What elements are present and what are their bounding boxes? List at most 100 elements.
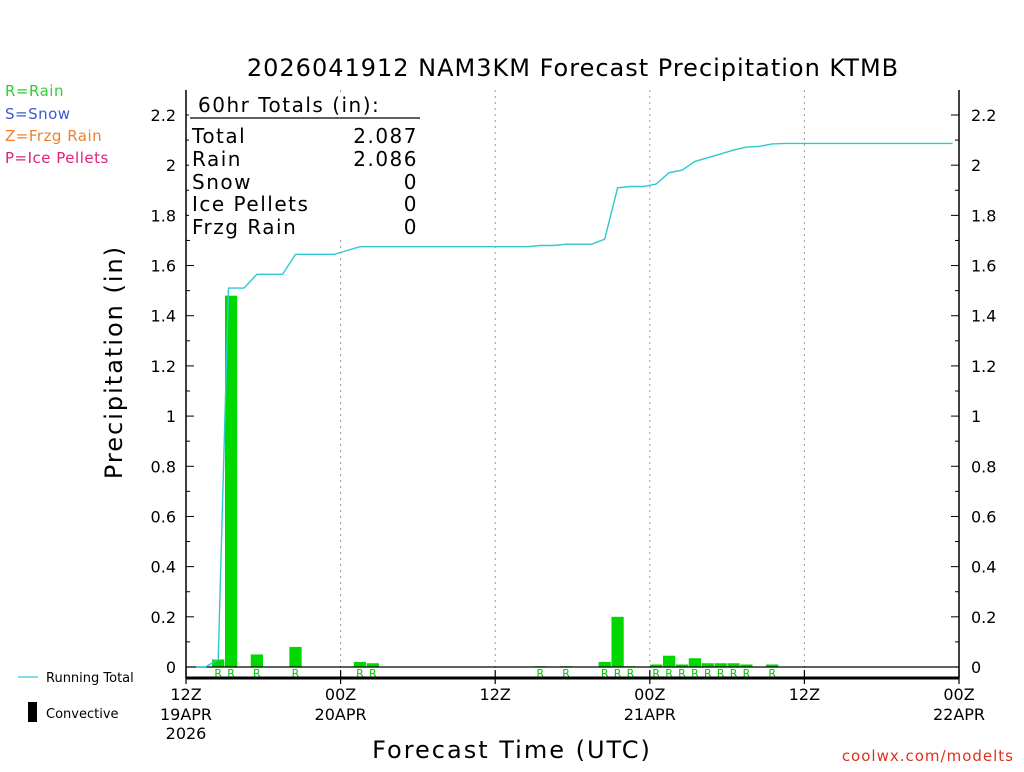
precip-type-mark-hour-42: R xyxy=(717,667,725,680)
precip-bar-hour-33 xyxy=(598,661,611,667)
y-tick-label-left-7: 1.4 xyxy=(151,307,176,326)
y-tick-label-left-8: 1.6 xyxy=(151,257,176,276)
totals-label-ice-pellets: Ice Pellets xyxy=(192,192,309,216)
y-tick-label-left-0: 0 xyxy=(166,658,176,677)
legend-rain: R=Rain xyxy=(5,82,64,100)
precip-type-mark-hour-6: R xyxy=(253,667,261,680)
precip-bar-hour-15 xyxy=(366,663,379,667)
y-tick-label-left-9: 1.8 xyxy=(151,206,176,225)
y-tick-label-right-7: 1.4 xyxy=(971,307,996,326)
y-tick-label-left-2: 0.4 xyxy=(151,558,176,577)
precip-bar-hour-38 xyxy=(663,655,676,667)
totals-box-background xyxy=(189,92,429,238)
y-tick-label-left-6: 1.2 xyxy=(151,357,176,376)
x-tick-time-3: 00Z xyxy=(634,685,665,704)
y-axis-left-ticks: 0 0.2 0.4 0.6 0.8 1 1.2 1.4 1.6 1.8 2 2.2 xyxy=(151,106,194,677)
precip-bar-hour-42 xyxy=(714,663,727,667)
totals-value-total: 2.087 xyxy=(353,124,418,148)
convective-legend-swatch xyxy=(28,702,37,722)
precip-bar-hour-40 xyxy=(688,658,702,667)
totals-value-frzg-rain: 0 xyxy=(404,215,418,239)
precip-type-mark-hour-40: R xyxy=(691,667,699,680)
y-axis-label: Precipitation (in) xyxy=(100,245,128,479)
x-axis-label: Forecast Time (UTC) xyxy=(372,736,652,764)
precip-type-mark-hour-41: R xyxy=(704,667,712,680)
plot-frame xyxy=(185,90,960,680)
precip-type-mark-hour-15: R xyxy=(369,667,377,680)
x-tick-date-1: 20APR xyxy=(315,705,367,724)
precip-type-mark-hour-46: R xyxy=(768,667,776,680)
precip-bar-hour-4 xyxy=(224,295,238,667)
totals-value-snow: 0 xyxy=(404,170,418,194)
legend-ice-pellets: P=Ice Pellets xyxy=(5,149,109,167)
y-tick-label-right-11: 2.2 xyxy=(971,106,996,125)
y-tick-label-right-8: 1.6 xyxy=(971,257,996,276)
y-tick-label-right-5: 1 xyxy=(971,407,981,426)
y-tick-label-left-11: 2.2 xyxy=(151,106,176,125)
x-tick-time-1: 00Z xyxy=(325,685,356,704)
x-tick-date-5: 22APR xyxy=(933,705,985,724)
y-tick-label-right-10: 2 xyxy=(971,156,981,175)
x-tick-time-2: 12Z xyxy=(480,685,511,704)
running-total-series xyxy=(196,142,953,668)
y-tick-label-right-3: 0.6 xyxy=(971,507,996,526)
precip-type-mark-hour-14: R xyxy=(356,667,364,680)
precip-type-mark-hour-9: R xyxy=(292,667,300,680)
y-tick-label-right-4: 0.8 xyxy=(971,457,996,476)
precip-bar-hour-34 xyxy=(611,616,624,667)
totals-value-ice-pellets: 0 xyxy=(404,192,418,216)
totals-header: 60hr Totals (in): xyxy=(198,93,380,117)
convective-legend-label: Convective xyxy=(46,707,119,722)
totals-value-rain: 2.086 xyxy=(353,147,418,171)
precip-bar-hour-39 xyxy=(675,664,689,667)
y-axis-right-ticks: 0 0.2 0.4 0.6 0.8 1 1.2 1.4 1.6 1.8 2 2.2 xyxy=(951,106,996,677)
x-tick-time-4: 12Z xyxy=(789,685,820,704)
series-legend: Running Total Convective xyxy=(18,671,134,722)
x-tick-date-0: 19APR xyxy=(160,705,212,724)
x-tick-date-3: 21APR xyxy=(624,705,676,724)
totals-label-rain: Rain xyxy=(192,147,242,171)
x-tick-time-5: 00Z xyxy=(943,685,974,704)
precip-bar-hour-41 xyxy=(701,663,714,667)
precip-type-mark-hour-3: R xyxy=(214,667,222,680)
precip-type-mark-hour-44: R xyxy=(743,667,751,680)
x-tick-year-0: 2026 xyxy=(166,724,207,743)
y-tick-label-right-2: 0.4 xyxy=(971,558,996,577)
y-tick-label-right-6: 1.2 xyxy=(971,357,996,376)
precip-type-mark-hour-37: R xyxy=(652,667,660,680)
totals-box: 60hr Totals (in): Total 2.087 Rain 2.086… xyxy=(189,92,429,239)
totals-label-frzg-rain: Frzg Rain xyxy=(192,215,297,239)
precip-type-mark-hour-34: R xyxy=(614,667,622,680)
y-tick-label-right-9: 1.8 xyxy=(971,206,996,225)
precip-type-mark-hour-39: R xyxy=(678,667,686,680)
legend-frzg-rain: Z=Frzg Rain xyxy=(5,127,102,145)
precip-bar-hour-43 xyxy=(727,663,740,667)
y-tick-label-right-0: 0 xyxy=(971,658,981,677)
precip-bar-hour-37 xyxy=(650,664,663,667)
chart-title: 2026041912 NAM3KM Forecast Precipitation… xyxy=(247,54,899,82)
y-tick-label-left-5: 1 xyxy=(166,407,176,426)
y-tick-label-left-10: 2 xyxy=(166,156,176,175)
precip-bar-hour-46 xyxy=(766,664,779,667)
source-credit: coolwx.com/modelts xyxy=(842,747,1014,765)
precip-type-mark-hour-30: R xyxy=(562,667,570,680)
totals-label-snow: Snow xyxy=(192,170,252,194)
legend-snow: S=Snow xyxy=(5,105,71,123)
totals-label-total: Total xyxy=(191,124,246,148)
y-tick-label-right-1: 0.2 xyxy=(971,608,996,627)
precip-type-mark-hour-38: R xyxy=(665,667,673,680)
precip-bar-hour-9 xyxy=(289,646,302,667)
precip-bar-hour-44 xyxy=(740,664,753,667)
running-total-line xyxy=(196,142,953,668)
precip-type-mark-hour-4: R xyxy=(227,667,235,680)
precip-type-legend: R=Rain S=Snow Z=Frzg Rain P=Ice Pellets xyxy=(5,82,109,167)
precip-bars xyxy=(212,295,779,668)
precip-type-mark-hour-35: R xyxy=(627,667,635,680)
precip-bar-hour-14 xyxy=(353,661,367,667)
precip-bar-hour-6 xyxy=(250,654,263,667)
precip-type-mark-hour-33: R xyxy=(601,667,609,680)
